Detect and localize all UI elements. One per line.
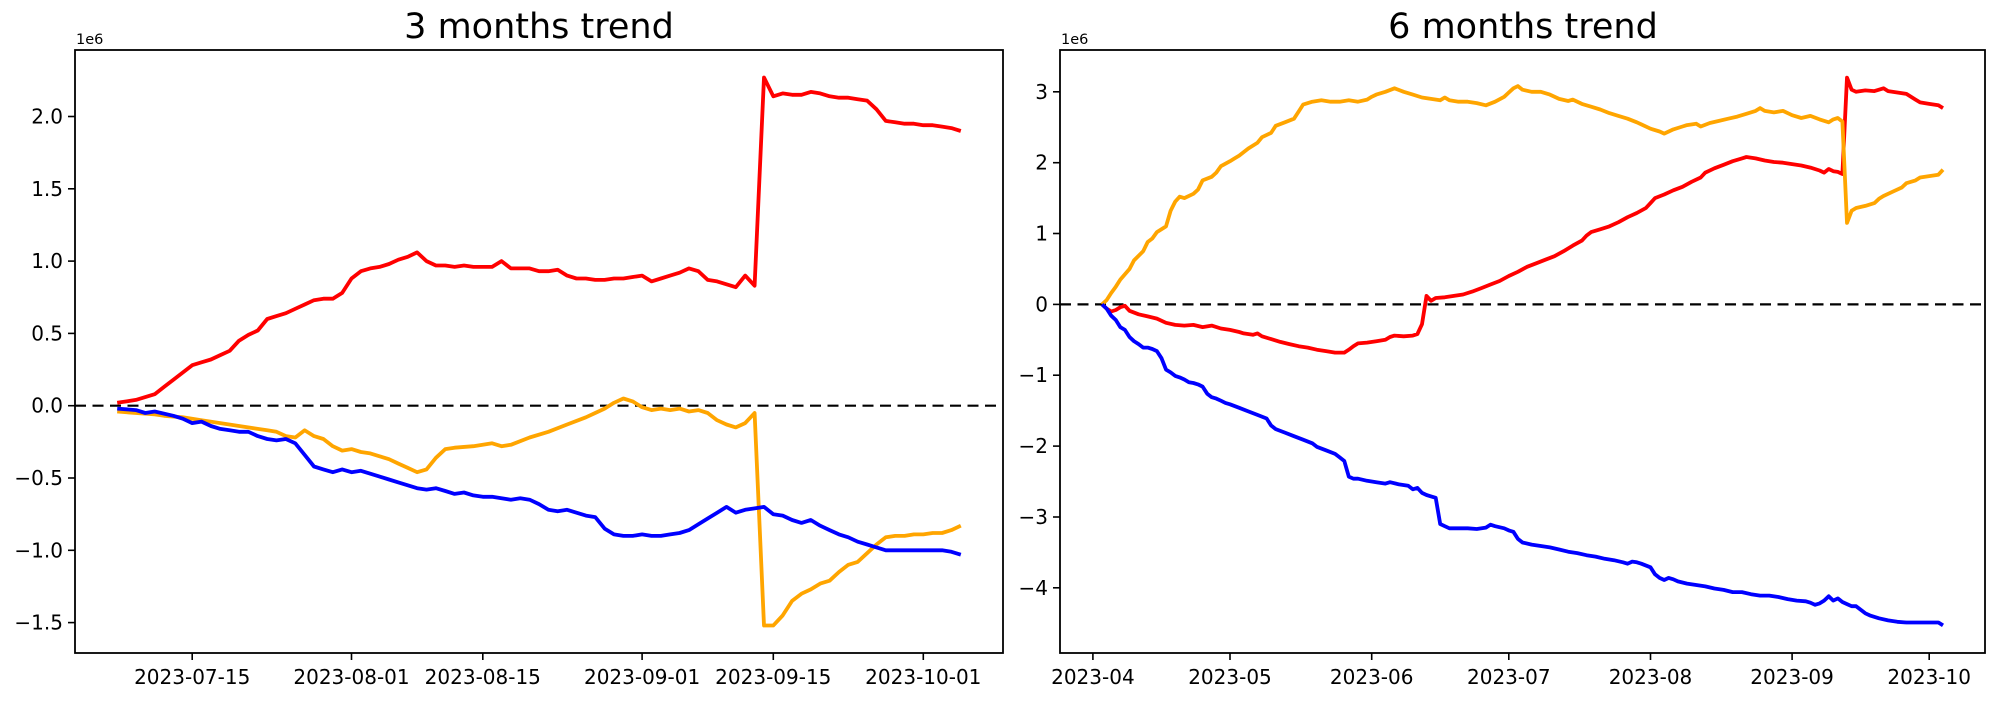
plot-border — [1059, 49, 1986, 654]
series-red-line — [116, 75, 962, 405]
plot-border — [74, 49, 1004, 654]
y-tick-label: 0.0 — [31, 394, 63, 418]
x-tick-label: 2023-07 — [1467, 665, 1551, 689]
y-tick-label: 1.5 — [31, 177, 63, 201]
x-tick-label: 2023-10 — [1887, 665, 1971, 689]
y-tick-label: 1 — [1035, 222, 1048, 246]
y-tick-label: −2 — [1019, 434, 1048, 458]
y-tick-label: 2.0 — [31, 105, 63, 129]
series-orange-line — [1100, 84, 1945, 306]
y-tick-label: −4 — [1019, 576, 1048, 600]
y-tick-label: 1.0 — [31, 249, 63, 273]
x-tick-label: 2023-04 — [1051, 665, 1135, 689]
y-tick-label: 0.5 — [31, 321, 63, 345]
x-tick-label: 2023-06 — [1330, 665, 1414, 689]
y-tick-label: −1 — [1019, 363, 1048, 387]
x-tick-label: 2023-10-01 — [865, 665, 981, 689]
x-tick-label: 2023-05 — [1188, 665, 1272, 689]
series-orange-line — [117, 396, 962, 628]
series-blue-line — [1100, 302, 1945, 628]
chart-title: 3 months trend — [404, 7, 674, 47]
x-tick-label: 2023-08-01 — [293, 665, 409, 689]
y-tick-label: −0.5 — [14, 466, 63, 490]
y-tick-label: −3 — [1019, 505, 1048, 529]
y-tick-label: 2 — [1035, 151, 1048, 175]
x-tick-label: 2023-09 — [1750, 665, 1834, 689]
chart-6-months-trend: 1e6 6 months trend 2023-04 2023-05 2023-06… — [1019, 7, 1986, 689]
x-tick-label: 2023-09-01 — [584, 665, 700, 689]
y-tick-label: 3 — [1035, 80, 1048, 104]
x-tick-label: 2023-09-15 — [715, 665, 831, 689]
y-tick-label: 0 — [1035, 292, 1048, 316]
chart-3-months-trend: 1e6 3 months trend 2023-07-15 2023-08-01 2… — [14, 7, 1004, 689]
series-blue-line — [117, 406, 962, 557]
y-tick-label: −1.0 — [14, 538, 63, 562]
y-axis-offset-label: 1e6 — [76, 32, 103, 48]
series-red-line — [1100, 75, 1944, 355]
y-axis-offset-label: 1e6 — [1061, 32, 1088, 48]
x-tick-label: 2023-08 — [1609, 665, 1693, 689]
x-tick-label: 2023-07-15 — [134, 665, 250, 689]
x-tick-label: 2023-08-15 — [425, 665, 541, 689]
chart-title: 6 months trend — [1388, 7, 1658, 47]
y-tick-label: −1.5 — [14, 611, 63, 635]
